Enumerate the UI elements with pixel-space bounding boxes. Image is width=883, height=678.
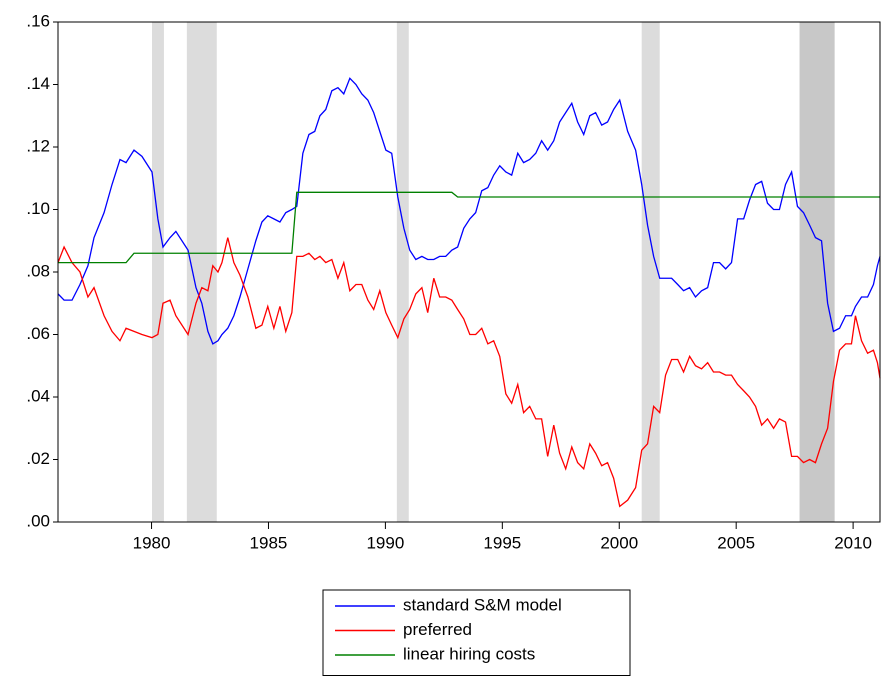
x-tick-label: 2010 — [834, 533, 872, 552]
x-tick-label: 1980 — [133, 533, 171, 552]
legend-label: standard S&M model — [403, 595, 562, 614]
x-tick-label: 2005 — [717, 533, 755, 552]
series-line — [57, 237, 881, 508]
shaded-period — [396, 22, 409, 522]
shaded-period — [641, 22, 660, 522]
x-tick-label: 1995 — [483, 533, 521, 552]
legend-label: linear hiring costs — [403, 644, 535, 663]
y-tick-label: .10 — [26, 199, 50, 218]
y-tick-label: .06 — [26, 324, 50, 343]
shaded-period — [799, 22, 835, 522]
series-line — [57, 77, 881, 345]
plot-frame — [57, 21, 881, 523]
shaded-period — [152, 22, 164, 522]
y-tick-label: .00 — [26, 511, 50, 530]
y-tick-label: .14 — [26, 74, 50, 93]
x-tick-label: 2000 — [600, 533, 638, 552]
shaded-period — [186, 22, 217, 522]
y-tick-label: .02 — [26, 449, 50, 468]
legend-box — [322, 589, 631, 676]
series-line — [58, 191, 880, 264]
y-tick-label: .12 — [26, 136, 50, 155]
y-tick-label: .04 — [26, 386, 50, 405]
x-tick-label: 1990 — [366, 533, 404, 552]
y-tick-label: .08 — [26, 261, 50, 280]
x-tick-label: 1985 — [250, 533, 288, 552]
y-tick-label: .16 — [26, 11, 50, 30]
legend: standard S&M model preferred linear hiring… — [322, 589, 631, 676]
legend-label: preferred — [403, 620, 472, 639]
